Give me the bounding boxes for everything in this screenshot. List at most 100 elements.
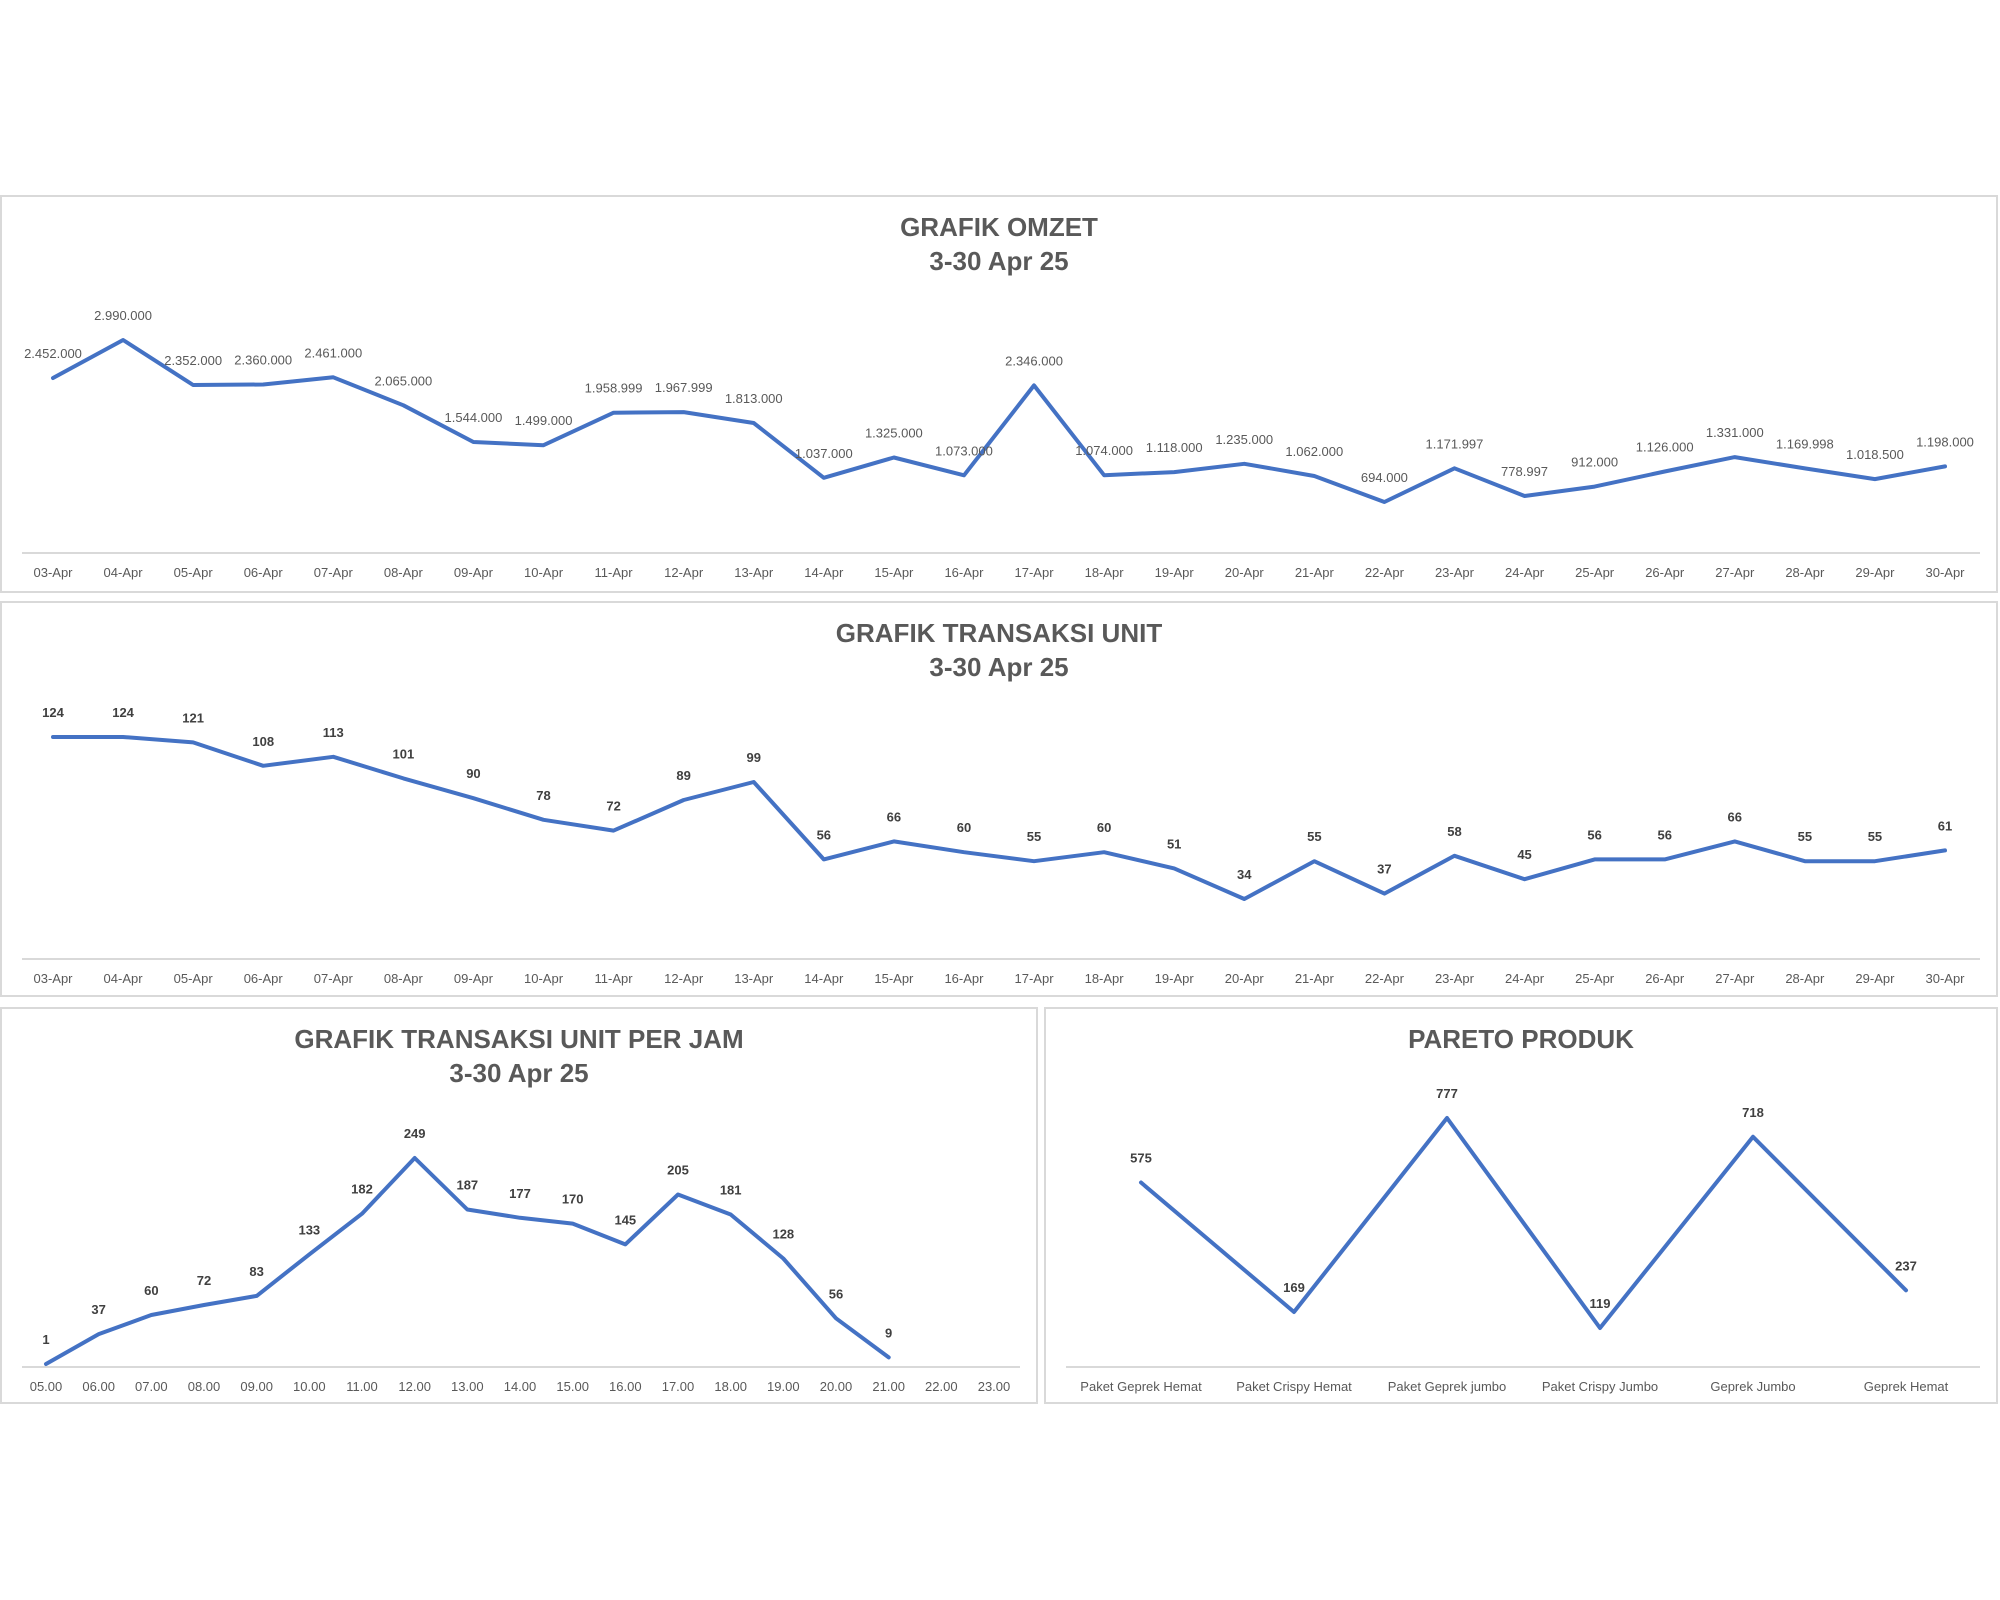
transaksi-unit-tick-label: 24-Apr [1505,971,1545,986]
omzet-data-label: 1.074.000 [1075,443,1133,458]
omzet-data-label: 2.352.000 [164,353,222,368]
transaksi-per-jam-series-line [44,1156,891,1366]
transaksi-per-jam-data-label: 128 [772,1227,794,1242]
omzet-data-label: 1.958.999 [585,381,643,396]
omzet-data-label: 1.126.000 [1636,440,1694,455]
transaksi-per-jam-data-label: 37 [91,1302,105,1317]
omzet-tick-label: 18-Apr [1085,565,1125,580]
transaksi-unit-data-label: 101 [393,746,415,761]
transaksi-unit-tick-label: 17-Apr [1015,971,1055,986]
omzet-tick-label: 08-Apr [384,565,424,580]
omzet-tick-label: 24-Apr [1505,565,1545,580]
omzet-tick-label: 27-Apr [1715,565,1755,580]
omzet-tick-label: 12-Apr [664,565,704,580]
transaksi-per-jam-tick-label: 13.00 [451,1379,484,1394]
transaksi-unit-tick-label: 05-Apr [174,971,214,986]
transaksi-unit-tick-label: 28-Apr [1785,971,1825,986]
omzet-data-label: 1.235.000 [1215,432,1273,447]
transaksi-per-jam-data-label: 1 [42,1332,49,1347]
omzet-data-label: 2.990.000 [94,308,152,323]
transaksi-per-jam-tick-label: 20.00 [820,1379,853,1394]
pareto-produk-data-label: 119 [1590,1296,1611,1311]
transaksi-per-jam-tick-label: 09.00 [240,1379,273,1394]
transaksi-unit-data-label: 124 [112,705,134,720]
pareto-produk-data-label: 237 [1895,1258,1917,1273]
transaksi-per-jam-tick-label: 17.00 [662,1379,695,1394]
omzet-tick-label: 26-Apr [1645,565,1685,580]
transaksi-unit-data-label: 121 [182,710,204,725]
transaksi-per-jam-data-label: 177 [509,1186,531,1201]
transaksi-per-jam-tick-label: 23.00 [978,1379,1011,1394]
pareto-produk-data-label: 169 [1283,1280,1305,1295]
transaksi-unit-chart-subtitle: 3-30 Apr 25 [929,651,1069,682]
omzet-data-label: 1.171.997 [1426,436,1484,451]
omzet-tick-label: 06-Apr [244,565,284,580]
pareto-produk-data-label: 777 [1436,1086,1458,1101]
omzet-data-label: 1.062.000 [1285,444,1343,459]
omzet-tick-label: 05-Apr [174,565,214,580]
transaksi-unit-tick-label: 09-Apr [454,971,494,986]
transaksi-per-jam-tick-label: 16.00 [609,1379,642,1394]
transaksi-unit-tick-label: 07-Apr [314,971,354,986]
pareto-produk-chart-plot: Paket Geprek Hemat Paket Crispy Hemat Pake… [1066,1086,1980,1394]
omzet-tick-label: 19-Apr [1155,565,1195,580]
transaksi-unit-tick-label: 26-Apr [1645,971,1685,986]
transaksi-unit-chart-title-block: GRAFIK TRANSAKSI UNIT 3-30 Apr 25 [2,617,1996,685]
transaksi-unit-tick-label: 14-Apr [804,971,844,986]
pareto-produk-series-line [1139,1116,1908,1330]
transaksi-unit-tick-label: 12-Apr [664,971,704,986]
transaksi-unit-data-label: 45 [1517,847,1531,862]
transaksi-per-jam-tick-label: 06.00 [82,1379,115,1394]
omzet-chart-panel: GRAFIK OMZET 3-30 Apr 25 03-Apr 04-Apr 05-… [0,195,1998,593]
omzet-data-label: 2.452.000 [24,346,82,361]
transaksi-unit-data-label: 55 [1027,829,1041,844]
transaksi-unit-data-label: 51 [1167,836,1181,851]
omzet-chart-title-block: GRAFIK OMZET 3-30 Apr 25 [2,211,1996,279]
transaksi-unit-tick-label: 23-Apr [1435,971,1475,986]
omzet-data-label: 2.461.000 [304,345,362,360]
transaksi-unit-data-label: 90 [466,766,480,781]
omzet-tick-label: 04-Apr [104,565,144,580]
transaksi-unit-data-label: 66 [887,809,901,824]
transaksi-per-jam-tick-label: 11.00 [346,1379,378,1394]
pareto-produk-chart-title-block: PARETO PRODUK [1046,1023,1996,1057]
transaksi-unit-tick-label: 18-Apr [1085,971,1125,986]
transaksi-unit-data-label: 60 [957,820,971,835]
transaksi-per-jam-chart-panel: GRAFIK TRANSAKSI UNIT PER JAM 3-30 Apr 2… [0,1007,1038,1404]
transaksi-unit-data-label: 55 [1307,829,1321,844]
omzet-data-label: 1.325.000 [865,425,923,440]
omzet-data-label: 1.198.000 [1916,434,1974,449]
omzet-data-label: 1.037.000 [795,446,853,461]
pareto-produk-tick-label: Geprek Hemat [1864,1379,1949,1394]
transaksi-per-jam-chart-subtitle: 3-30 Apr 25 [449,1057,589,1088]
omzet-data-label: 2.065.000 [374,373,432,388]
omzet-tick-label: 17-Apr [1015,565,1055,580]
transaksi-unit-tick-label: 10-Apr [524,971,564,986]
omzet-tick-label: 13-Apr [734,565,774,580]
omzet-data-label: 1.331.000 [1706,425,1764,440]
pareto-produk-tick-label: Paket Crispy Jumbo [1542,1379,1658,1394]
transaksi-unit-chart-title: GRAFIK TRANSAKSI UNIT [835,618,1163,648]
omzet-data-label: 1.813.000 [725,391,783,406]
transaksi-unit-tick-label: 13-Apr [734,971,774,986]
transaksi-per-jam-tick-label: 08.00 [188,1379,221,1394]
transaksi-unit-tick-label: 16-Apr [944,971,984,986]
transaksi-unit-data-label: 108 [252,734,274,749]
transaksi-per-jam-data-label: 133 [298,1222,320,1237]
omzet-chart-plot: 03-Apr 04-Apr 05-Apr 06-Apr 07-Apr 08-Apr 09-A… [22,308,1980,580]
transaksi-unit-chart-plot: 03-Apr 04-Apr 05-Apr 06-Apr 07-Apr 08-Apr 09-A… [22,705,1980,986]
omzet-tick-label: 10-Apr [524,565,564,580]
transaksi-per-jam-tick-label: 22.00 [925,1379,958,1394]
omzet-data-label: 2.346.000 [1005,353,1063,368]
transaksi-unit-data-label: 61 [1938,818,1952,833]
transaksi-unit-data-label: 56 [1657,827,1671,842]
pareto-produk-data-label: 718 [1742,1105,1764,1120]
transaksi-unit-data-label: 99 [747,750,761,765]
transaksi-unit-tick-label: 30-Apr [1925,971,1965,986]
omzet-tick-label: 22-Apr [1365,565,1405,580]
omzet-data-label: 1.967.999 [655,380,713,395]
omzet-tick-label: 03-Apr [33,565,73,580]
omzet-tick-label: 15-Apr [874,565,914,580]
pareto-produk-chart-title: PARETO PRODUK [1408,1024,1634,1054]
transaksi-per-jam-data-label: 170 [562,1192,584,1207]
